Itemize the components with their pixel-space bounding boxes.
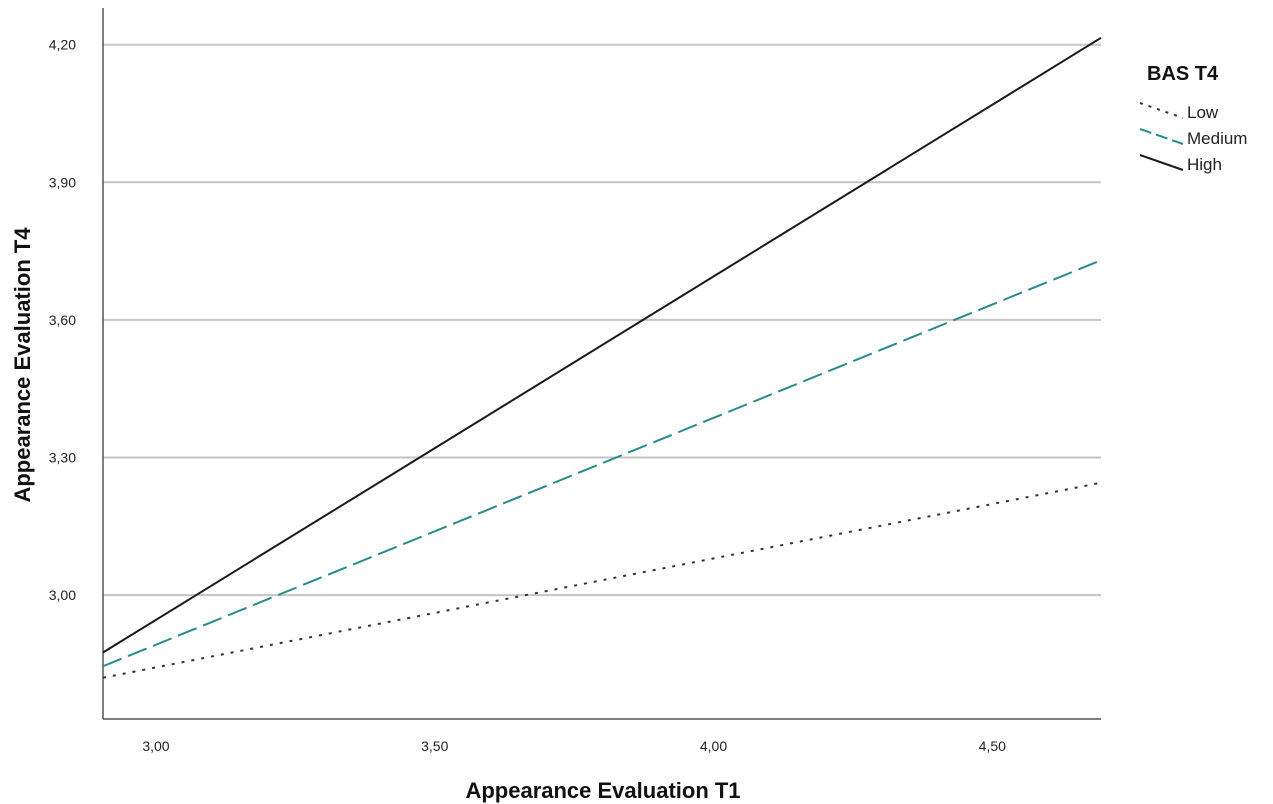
y-tick-label: 3,00 [49,587,76,603]
series-line-high [102,36,1102,654]
x-tick-label: 3,00 [142,738,169,754]
series-lines [102,36,1102,679]
x-tick-label: 4,00 [700,738,727,754]
x-tick-label: 3,50 [421,738,448,754]
x-axis-title: Appearance Evaluation T1 [465,778,740,803]
legend-title: BAS T4 [1147,63,1219,85]
tick-labels: 3,00 3,30 3,60 3,90 4,20 3,00 3,50 4,00 4,50 [49,37,1006,754]
legend-items: Low Medium High [1139,102,1247,174]
legend-swatch-medium [1139,128,1184,145]
series-line-medium [102,259,1102,668]
x-tick-label: 4,50 [979,738,1006,754]
legend-label-low: Low [1187,103,1219,122]
series-line-low [102,481,1102,679]
legend-label-high: High [1187,155,1222,174]
y-tick-label: 4,20 [49,37,76,53]
legend-swatch-high [1139,154,1184,171]
grid-lines [103,43,1101,597]
y-tick-label: 3,30 [49,450,76,466]
y-tick-label: 3,60 [49,312,76,328]
y-tick-label: 3,90 [49,174,76,190]
legend-label-medium: Medium [1187,129,1247,148]
legend-swatch-low [1139,102,1184,119]
axes [102,8,1101,720]
y-axis-title: Appearance Evaluation T4 [10,227,35,503]
legend: BAS T4 Low Medium High [1139,63,1247,174]
